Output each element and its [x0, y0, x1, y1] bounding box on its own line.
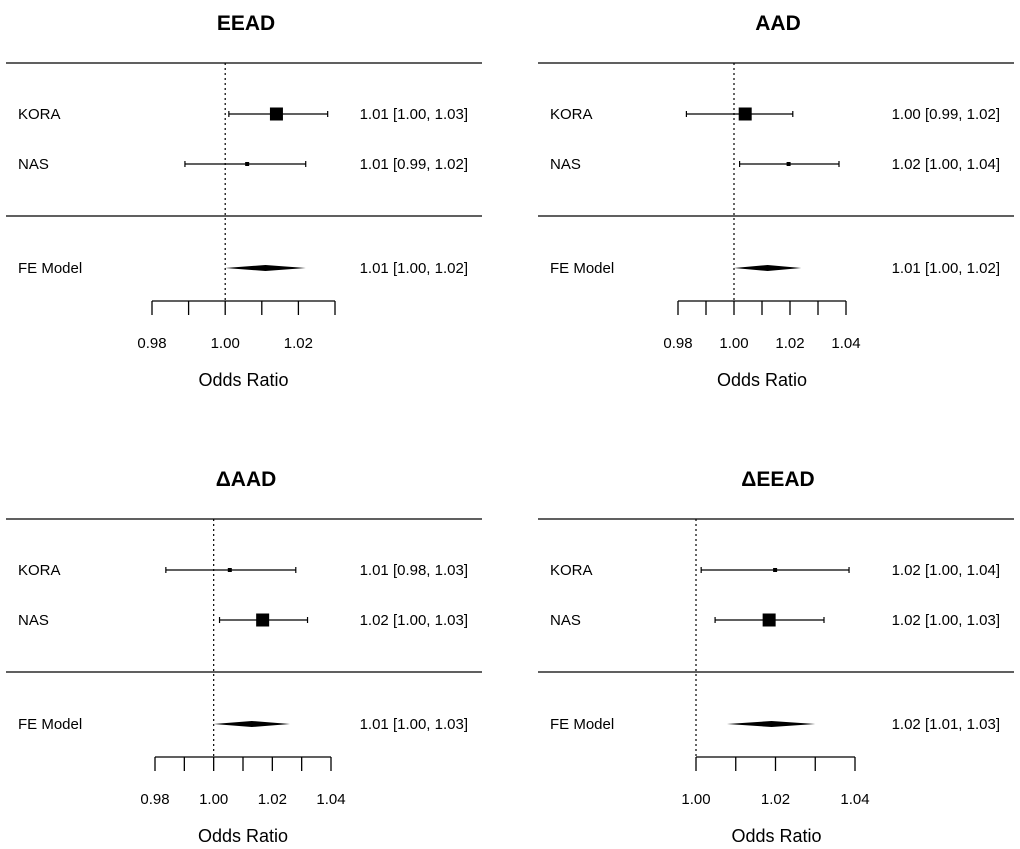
summary-text: 1.01 [1.00, 1.02]: [360, 260, 468, 277]
estimate-text: 1.02 [1.00, 1.03]: [360, 612, 468, 629]
summary-diamond: [727, 721, 816, 727]
point-estimate: [773, 568, 778, 572]
study-label: NAS: [18, 156, 49, 173]
summary-diamond: [225, 265, 306, 271]
x-tick-label: 1.00: [199, 791, 228, 808]
x-tick-label: 1.02: [284, 335, 313, 352]
x-tick-label: 1.04: [831, 335, 860, 352]
summary-text: 1.01 [1.00, 1.03]: [360, 716, 468, 733]
point-estimate: [256, 613, 270, 627]
x-tick-label: 1.04: [316, 791, 345, 808]
point-estimate: [786, 162, 791, 166]
study-label: KORA: [550, 562, 593, 579]
x-axis-title: Odds Ratio: [717, 370, 807, 390]
x-tick-label: 1.02: [775, 335, 804, 352]
estimate-text: 1.00 [0.99, 1.02]: [892, 106, 1000, 123]
study-label: NAS: [550, 612, 581, 629]
forest-panel-2: AAD KORA 1.00 [0.99, 1.02] NAS 1.02 [1.00, 1…: [538, 12, 1014, 390]
forest-panel-3: ΔAAD KORA 1.01 [0.98, 1.03] NAS 1.02 [1.00, …: [6, 468, 482, 846]
summary-label: FE Model: [18, 716, 82, 733]
summary-label: FE Model: [550, 716, 614, 733]
x-tick-label: 1.00: [719, 335, 748, 352]
panel-title: EEAD: [217, 12, 275, 35]
summary-label: FE Model: [550, 260, 614, 277]
summary-text: 1.01 [1.00, 1.02]: [892, 260, 1000, 277]
estimate-text: 1.02 [1.00, 1.04]: [892, 562, 1000, 579]
point-estimate: [245, 162, 250, 166]
study-label: KORA: [18, 562, 61, 579]
summary-text: 1.02 [1.01, 1.03]: [892, 716, 1000, 733]
x-tick-label: 1.02: [761, 791, 790, 808]
panel-title: AAD: [755, 12, 801, 35]
summary-diamond: [734, 265, 802, 271]
estimate-text: 1.01 [0.98, 1.03]: [360, 562, 468, 579]
estimate-text: 1.02 [1.00, 1.03]: [892, 612, 1000, 629]
study-label: KORA: [550, 106, 593, 123]
x-tick-label: 1.00: [681, 791, 710, 808]
estimate-text: 1.01 [0.99, 1.02]: [360, 156, 468, 173]
forest-panel-1: EEAD KORA 1.01 [1.00, 1.03] NAS 1.01 [0.99, …: [6, 12, 482, 390]
point-estimate: [269, 107, 283, 121]
x-tick-label: 1.04: [840, 791, 869, 808]
x-tick-label: 1.00: [211, 335, 240, 352]
x-axis-title: Odds Ratio: [198, 370, 288, 390]
x-tick-label: 1.02: [258, 791, 287, 808]
estimate-text: 1.01 [1.00, 1.03]: [360, 106, 468, 123]
x-tick-label: 0.98: [137, 335, 166, 352]
study-label: KORA: [18, 106, 61, 123]
study-label: NAS: [18, 612, 49, 629]
panel-title: ΔAAD: [216, 468, 277, 491]
x-tick-label: 0.98: [140, 791, 169, 808]
summary-diamond: [213, 721, 290, 727]
point-estimate: [227, 568, 232, 572]
study-label: NAS: [550, 156, 581, 173]
forest-panel-4: ΔEEAD KORA 1.02 [1.00, 1.04] NAS 1.02 [1.00,…: [538, 468, 1014, 846]
x-tick-label: 0.98: [663, 335, 692, 352]
summary-label: FE Model: [18, 260, 82, 277]
x-axis-title: Odds Ratio: [198, 826, 288, 846]
x-axis-title: Odds Ratio: [731, 826, 821, 846]
panel-title: ΔEEAD: [741, 468, 814, 491]
estimate-text: 1.02 [1.00, 1.04]: [892, 156, 1000, 173]
point-estimate: [762, 613, 776, 627]
point-estimate: [738, 107, 752, 121]
